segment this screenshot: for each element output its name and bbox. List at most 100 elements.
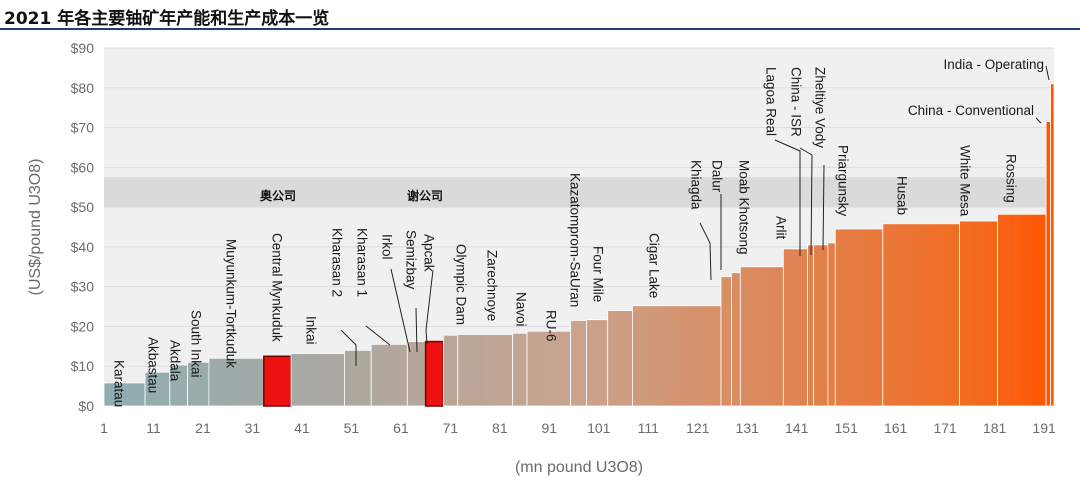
y-tick-label: $60 [71,159,95,175]
mine-label: Navoi [514,292,529,327]
leader-line [774,139,801,256]
leader-line [415,307,418,353]
bar-zarechnoye [512,332,528,407]
x-tick-label: 51 [344,420,360,436]
y-tick-label: $10 [71,358,95,374]
bar-kharasan-2 [344,349,372,407]
x-tick-label: 151 [835,420,859,436]
mine-label: Zarechnoye [485,250,500,321]
mine-label: Moab Khotsong [737,160,752,255]
x-tick-label: 91 [542,420,558,436]
mine-label: Zheltiye Vody [813,67,828,148]
bar-rossing [997,213,1047,407]
leader-lines [340,65,1050,366]
bar-zheltiye-vody [827,242,836,407]
company-annotation: 谢公司 [407,188,443,203]
mine-label: Husab [895,176,910,215]
x-tick-label: 101 [587,420,611,436]
bar-kharasan-1 [370,343,408,407]
leader-line [1045,65,1050,81]
leader-line [390,268,411,353]
mine-label: Semizbay [404,230,419,290]
x-tick-label: 1 [100,420,108,436]
mine-label: Kazatomprom-SaUran [568,173,583,307]
y-tick-label: $20 [71,318,95,334]
mine-label: Inkai [304,316,319,345]
bar-husab [882,223,960,407]
mine-label: RU-6 [544,310,559,342]
title-rule [0,28,1080,30]
y-tick-label: $50 [71,199,95,215]
mine-label: Karatau [112,360,127,407]
y-tick-label: $0 [78,398,94,414]
x-tick-label: 31 [245,420,261,436]
y-tick-label: $80 [71,80,95,96]
mine-label: Four Mile [591,246,606,302]
bar-priargunsky [834,228,884,407]
leader-line [365,325,391,346]
x-tick-label: 141 [785,420,809,436]
bar-muyunkum-tortkuduk [208,357,265,407]
bar-kazatomprom-sauran [586,319,609,407]
leader-line [1035,117,1042,124]
mine-label: Akdala [168,340,183,382]
bar-arlit [782,248,808,407]
bar-moab-khotsong [739,266,784,407]
y-axis-title: (US$/pound U3O8) [27,159,44,296]
bar-navoi [526,330,571,407]
x-tick-label: 161 [884,420,908,436]
bar-ru-6 [570,320,587,407]
x-tick-label: 81 [492,420,508,436]
x-tick-label: 61 [393,420,409,436]
uranium-cost-curve-chart: Karatau Akbastau Akdala South Inkai Muyunkum… [27,40,1056,476]
bar-china-conventional [1045,121,1051,407]
mine-label: Muyunkum-Tortkuduk [224,239,239,368]
mine-label: White Mesa [958,145,973,217]
mine-label: Arlit [774,216,789,239]
annotations: 奥公司 谢公司 [260,188,443,203]
x-tick-label: 11 [146,420,161,436]
shaded-band [104,177,1054,208]
x-tick-label: 131 [736,420,760,436]
bar-china-isr [813,244,829,407]
bar-cigar-lake [632,305,722,407]
x-tick-label: 121 [686,420,710,436]
mine-label: Apcak [422,234,437,272]
bar-khiagda [720,276,732,407]
bar-inkai [290,353,345,407]
leader-line [425,269,434,345]
leader-line [340,329,357,366]
mine-label: Cigar Lake [647,233,662,298]
x-axis-title: (mn pound U3O8) [515,459,643,476]
bar-lagoa-real [807,244,814,407]
page-title: 2021 年各主要铀矿年产能和生产成本一览 [4,9,330,29]
x-tick-label: 71 [443,420,459,436]
mine-label: South Inkai [189,310,204,378]
mine-label: Olympic Dam [454,244,469,325]
mine-label: Kharasan 1 [355,228,370,297]
leader-line [799,147,813,256]
x-axis-ticks: 1 11 21 31 41 51 61 71 81 91 101 111 121 131 141 151 161… [100,420,1056,436]
x-tick-label: 41 [294,420,310,436]
y-tick-label: $70 [71,120,95,136]
mine-label: Khiagda [689,160,704,210]
bars [103,83,1055,407]
y-tick-label: $30 [71,279,95,295]
bar-india-operating [1050,83,1055,407]
mine-label: China - ISR [789,67,804,137]
x-tick-label: 111 [638,420,659,436]
bar-olympic-dam [457,333,514,407]
bar-dalur [730,272,741,407]
x-tick-label: 171 [933,420,957,436]
x-tick-label: 191 [1032,420,1056,436]
company-annotation: 奥公司 [260,188,296,203]
title-bar: 2021 年各主要铀矿年产能和生产成本一览 [0,0,1080,30]
y-tick-label: $90 [71,40,95,56]
bar-central-mynkuduk [263,355,292,407]
leader-line [699,222,712,281]
x-tick-label: 21 [195,420,211,436]
mine-label: Dalur [710,160,725,193]
mine-labels: Karatau Akbastau Akdala South Inkai Muyunkum… [112,57,1045,407]
mine-label: China - Conventional [908,103,1034,118]
mine-label: Central Mynkuduk [270,233,285,342]
